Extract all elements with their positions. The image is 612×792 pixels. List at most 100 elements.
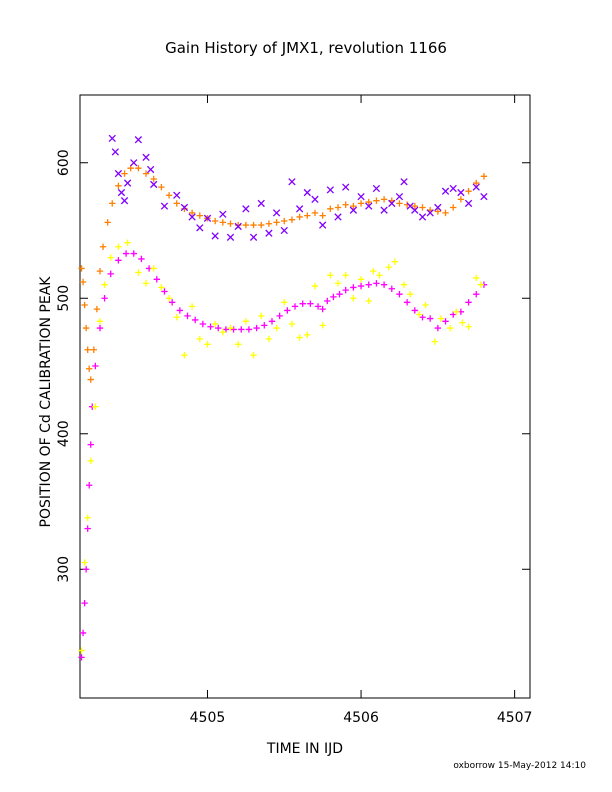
data-point <box>265 335 273 343</box>
data-point <box>215 324 222 332</box>
data-point <box>281 217 288 225</box>
data-point <box>342 183 350 191</box>
data-point <box>319 322 326 329</box>
data-point <box>150 265 157 272</box>
data-point <box>204 341 211 348</box>
data-point <box>395 192 404 201</box>
data-point <box>418 213 427 221</box>
data-point <box>431 338 438 345</box>
x-tick-label: 4507 <box>497 710 533 726</box>
series-1 <box>108 134 488 241</box>
data-point <box>304 331 311 339</box>
data-point <box>142 280 150 287</box>
data-point <box>115 182 122 189</box>
data-point <box>365 297 372 305</box>
data-point <box>79 629 87 637</box>
data-point <box>472 183 480 191</box>
y-axis-label: POSITION OF Cd CALIBRATION PEAK <box>38 276 54 528</box>
data-point <box>257 199 265 208</box>
data-point <box>87 457 94 465</box>
data-point <box>365 198 372 206</box>
data-point <box>357 276 365 283</box>
data-point <box>426 209 434 217</box>
data-point <box>130 159 138 167</box>
data-point <box>150 175 157 183</box>
data-point <box>434 324 442 332</box>
x-tick-label: 4505 <box>190 710 226 726</box>
data-point <box>311 282 319 290</box>
series-3 <box>78 239 485 654</box>
data-point <box>473 290 480 298</box>
data-point <box>114 169 123 178</box>
data-point <box>411 202 419 210</box>
data-point <box>319 305 326 313</box>
data-point <box>385 263 392 271</box>
data-point <box>92 362 99 370</box>
data-point <box>130 250 137 257</box>
data-point <box>350 202 357 210</box>
data-point <box>173 191 181 199</box>
data-point <box>180 203 189 212</box>
data-point <box>334 213 342 221</box>
data-point <box>314 303 322 310</box>
data-point <box>196 224 204 232</box>
series-2 <box>78 250 488 661</box>
data-point <box>242 205 250 213</box>
data-point <box>173 200 180 207</box>
data-point <box>473 274 480 282</box>
data-point <box>426 315 434 322</box>
data-point <box>108 134 116 143</box>
data-point <box>142 153 150 161</box>
data-point <box>380 281 388 288</box>
data-point <box>464 199 473 208</box>
data-point <box>86 482 93 489</box>
data-point <box>350 284 357 291</box>
data-point <box>238 326 245 333</box>
data-point <box>391 258 399 265</box>
data-point <box>115 243 122 250</box>
data-point <box>465 323 472 330</box>
data-point <box>450 204 457 211</box>
data-point <box>330 293 337 301</box>
data-point <box>365 202 373 210</box>
data-point <box>419 204 426 211</box>
data-point <box>81 559 88 566</box>
data-point <box>82 324 90 332</box>
data-point <box>101 295 108 302</box>
data-point <box>250 221 257 229</box>
data-point <box>357 282 365 290</box>
data-point <box>168 299 176 306</box>
data-point <box>273 219 280 226</box>
data-point <box>373 280 380 287</box>
data-point <box>181 351 188 359</box>
data-point <box>342 201 349 208</box>
data-point <box>249 233 258 241</box>
data-point <box>196 212 203 219</box>
y-tick-label: 400 <box>56 420 72 447</box>
data-point <box>211 320 219 328</box>
data-point <box>457 188 465 197</box>
data-point <box>120 197 129 205</box>
data-point <box>165 295 173 302</box>
data-point <box>211 217 219 225</box>
data-point <box>400 281 408 288</box>
x-axis-ticks: 4505 4506 4507 <box>190 95 533 726</box>
data-point <box>245 326 253 333</box>
data-point <box>165 192 173 199</box>
data-point <box>93 305 101 313</box>
data-point <box>188 209 196 217</box>
data-point <box>281 299 288 306</box>
data-point <box>268 318 276 325</box>
data-point <box>311 195 319 203</box>
data-point <box>153 276 160 283</box>
data-point <box>242 318 250 325</box>
data-point <box>473 179 480 187</box>
data-point <box>96 324 104 332</box>
data-point <box>104 219 111 226</box>
data-point <box>81 301 88 309</box>
data-point <box>230 326 237 333</box>
data-point <box>107 270 114 278</box>
data-point <box>411 307 419 314</box>
data-point <box>87 441 94 448</box>
